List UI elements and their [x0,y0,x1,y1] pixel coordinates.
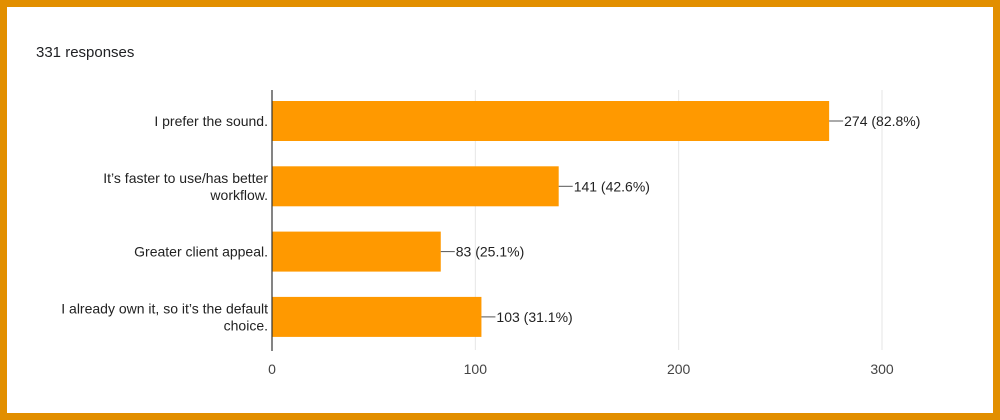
data-label: 141 (42.6%) [574,178,650,194]
data-label: 83 (25.1%) [456,244,524,260]
data-label: 274 (82.8%) [844,113,920,129]
bar [272,101,830,141]
x-tick-label: 0 [268,361,276,377]
x-tick-label: 100 [464,361,488,377]
category-label: choice. [224,317,268,333]
category-label: I already own it, so it’s the default [61,300,268,316]
category-label: I prefer the sound. [154,113,268,129]
x-tick-label: 300 [870,361,894,377]
bar [272,231,441,272]
responses-count: 331 responses [36,44,135,61]
x-tick-label: 200 [667,361,691,377]
bar [272,166,559,207]
category-label: Greater client appeal. [134,244,268,260]
bar [272,296,482,337]
category-label: It’s faster to use/has better [103,170,268,186]
data-label: 103 (31.1%) [496,309,572,325]
category-label: workflow. [209,187,268,203]
